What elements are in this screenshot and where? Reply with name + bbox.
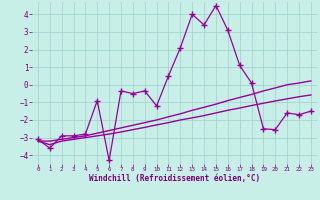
X-axis label: Windchill (Refroidissement éolien,°C): Windchill (Refroidissement éolien,°C) <box>89 174 260 183</box>
